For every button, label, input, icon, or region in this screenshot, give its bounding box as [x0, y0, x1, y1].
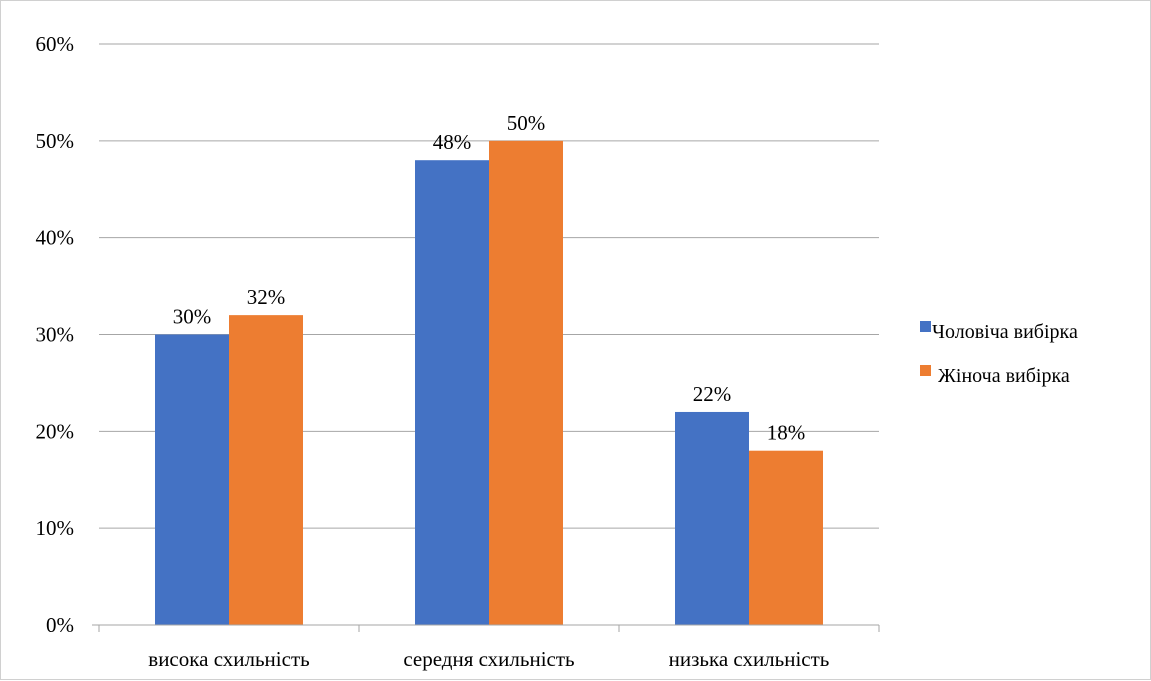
legend-label-male: Чоловіча вибірка	[932, 321, 1078, 343]
bar	[155, 334, 229, 625]
bar	[489, 140, 563, 626]
bar-value-label: 32%	[247, 285, 286, 309]
bar	[415, 160, 489, 625]
bar-value-label: 18%	[767, 421, 806, 445]
bar	[749, 450, 823, 625]
data-labels: 30% 32% 48% 50% 22% 18%	[173, 111, 806, 445]
bar-value-label: 48%	[433, 130, 472, 154]
bar-value-label: 30%	[173, 305, 212, 329]
y-tick-label: 30%	[36, 323, 75, 347]
y-tick-label: 10%	[36, 516, 75, 540]
axes: 0% 10% 20% 30% 40% 50% 60% висока схильність сер…	[36, 32, 880, 671]
y-tick-label: 40%	[36, 226, 75, 250]
bar	[229, 315, 303, 625]
legend-swatch-female	[920, 365, 931, 376]
legend-swatch-male	[920, 321, 931, 332]
legend-label-female: Жіноча вибірка	[938, 365, 1070, 387]
x-category-label: висока схильність	[148, 647, 309, 671]
bar-value-label: 50%	[507, 111, 546, 135]
x-category-label: середня схильність	[403, 647, 574, 671]
x-category-label: низька схильність	[669, 647, 830, 671]
bar	[675, 411, 749, 625]
bars	[155, 140, 823, 626]
bar-value-label: 22%	[693, 382, 732, 406]
y-tick-label: 60%	[36, 32, 75, 56]
legend: Чоловіча вибірка Жіноча вибірка	[920, 321, 1078, 387]
y-tick-label: 50%	[36, 129, 75, 153]
y-tick-label: 20%	[36, 419, 75, 443]
y-tick-label: 0%	[46, 613, 74, 637]
